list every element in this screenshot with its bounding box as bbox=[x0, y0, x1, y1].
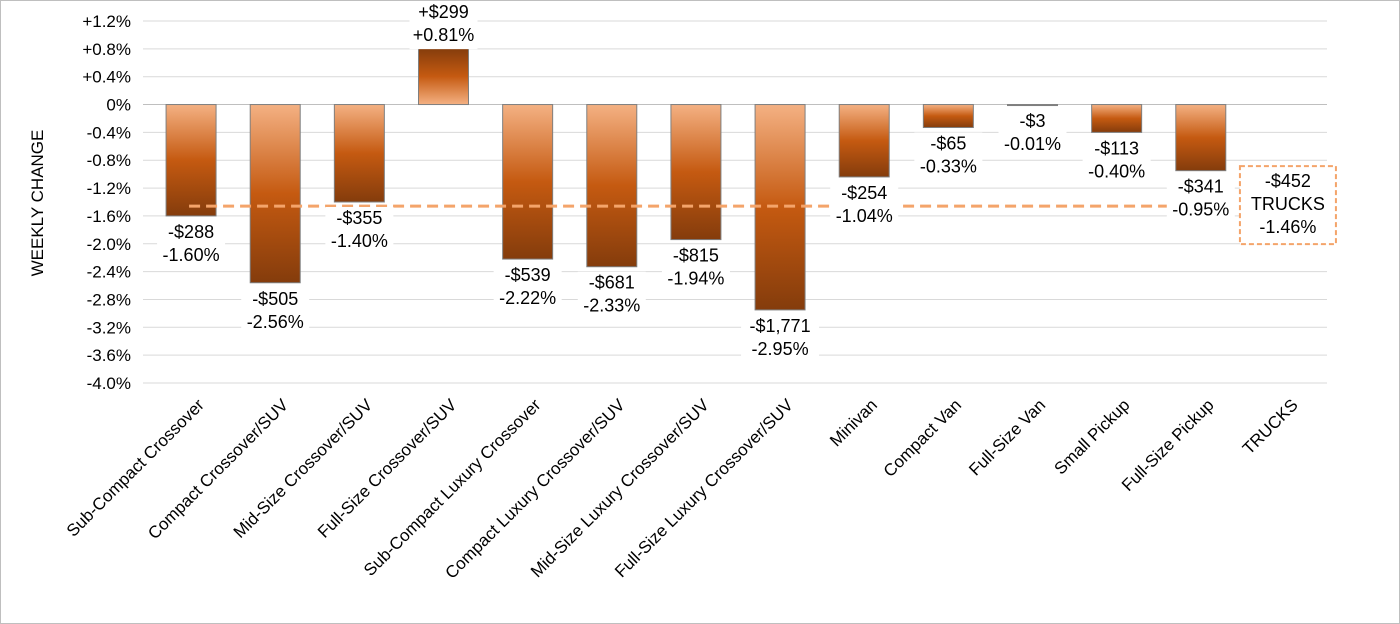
y-tick-label: +1.2% bbox=[82, 12, 131, 31]
data-label-dollar: -$288 bbox=[168, 222, 214, 242]
data-label-percent: -0.01% bbox=[1004, 134, 1061, 154]
gridlines bbox=[143, 20, 1327, 384]
data-label-percent: -0.40% bbox=[1088, 161, 1145, 181]
data-label-percent: -2.56% bbox=[247, 312, 304, 332]
x-category-label: Full-Size Crossover/SUV bbox=[314, 395, 461, 542]
y-tick-label: 0% bbox=[106, 96, 131, 115]
data-label-dollar: -$65 bbox=[930, 134, 966, 154]
y-tick-label: -3.2% bbox=[87, 318, 131, 337]
data-label-background bbox=[577, 271, 646, 320]
y-tick-label: -0.8% bbox=[87, 151, 131, 170]
y-axis-ticks: +1.2% +0.8% +0.4% 0% -0.4% -0.8% -1.2% -1.6% -2.… bbox=[82, 12, 131, 393]
y-tick-label: -1.2% bbox=[87, 179, 131, 198]
bars bbox=[165, 47, 1227, 311]
data-label-background bbox=[325, 207, 394, 255]
average-label: -$452 bbox=[1265, 171, 1311, 191]
data-label-background bbox=[830, 181, 899, 230]
data-label-percent: -2.95% bbox=[752, 339, 809, 359]
x-category-label: Mid-Size Luxury Crossover/SUV bbox=[527, 395, 713, 581]
bar bbox=[333, 104, 385, 203]
data-label-percent: -0.95% bbox=[1172, 200, 1229, 220]
y-tick-label: -1.6% bbox=[87, 207, 131, 226]
bar bbox=[1007, 104, 1058, 107]
data-label-background bbox=[914, 132, 983, 181]
bar bbox=[1175, 104, 1227, 172]
data-label-dollar: -$539 bbox=[505, 265, 551, 285]
data-label-dollar: -$254 bbox=[841, 183, 887, 203]
data-label-background bbox=[409, 1, 478, 50]
data-label-dollar: -$3 bbox=[1019, 111, 1045, 131]
data-label-dollar: -$113 bbox=[1094, 138, 1139, 158]
bar bbox=[418, 47, 469, 106]
data-label-background bbox=[661, 244, 730, 293]
x-category-label: TRUCKS bbox=[1239, 395, 1302, 458]
bar bbox=[502, 104, 554, 260]
data-label-percent: -1.40% bbox=[331, 231, 388, 251]
average-label: -1.46% bbox=[1259, 217, 1316, 237]
data-label-percent: -1.60% bbox=[163, 245, 220, 265]
y-tick-label: -3.6% bbox=[87, 346, 131, 365]
data-label-percent: -2.22% bbox=[499, 288, 556, 308]
y-tick-label: +0.8% bbox=[82, 40, 131, 59]
bar bbox=[754, 104, 806, 311]
x-category-label: Compact Van bbox=[880, 395, 965, 480]
x-category-label: Small Pickup bbox=[1051, 395, 1134, 478]
data-label-background bbox=[741, 314, 820, 363]
data-label-background bbox=[998, 110, 1067, 159]
y-tick-label: -2.8% bbox=[87, 290, 131, 309]
data-label-dollar: -$341 bbox=[1178, 177, 1224, 197]
x-category-label: Full-Size Pickup bbox=[1118, 395, 1218, 495]
data-label-dollar: +$299 bbox=[418, 2, 469, 22]
y-tick-label: -2.0% bbox=[87, 235, 131, 254]
data-label-dollar: -$681 bbox=[589, 273, 635, 293]
x-category-label: Sub-Compact Crossover bbox=[63, 395, 208, 540]
y-axis-title: WEEKLY CHANGE bbox=[28, 130, 47, 277]
bar bbox=[165, 104, 217, 217]
bar bbox=[249, 104, 301, 284]
data-label-percent: +0.81% bbox=[413, 25, 475, 45]
data-label-dollar: -$1,771 bbox=[750, 316, 811, 336]
data-label-dollar: -$815 bbox=[673, 246, 719, 266]
data-label-percent: -2.33% bbox=[583, 296, 640, 316]
data-label-background bbox=[157, 220, 226, 269]
data-label-dollar: -$355 bbox=[336, 208, 382, 228]
y-tick-label: -4.0% bbox=[87, 374, 131, 393]
bar bbox=[922, 104, 974, 129]
data-labels: -$288 -1.60% -$505 -2.56% -$355 -1.40% +$299 +0… bbox=[157, 1, 1235, 363]
average-label: TRUCKS bbox=[1251, 194, 1325, 214]
average-callout-box bbox=[1238, 165, 1337, 246]
bar bbox=[670, 104, 722, 241]
data-label-percent: -1.04% bbox=[836, 206, 893, 226]
data-label-background bbox=[1166, 175, 1235, 224]
bar bbox=[1091, 104, 1143, 133]
data-label-percent: -1.94% bbox=[667, 269, 724, 289]
x-category-label: Minivan bbox=[826, 395, 881, 450]
x-category-label: Sub-Compact Luxury Crossover bbox=[360, 395, 545, 580]
y-tick-label: -2.4% bbox=[87, 263, 131, 282]
x-category-label: Compact Luxury Crossover/SUV bbox=[441, 395, 629, 583]
x-category-label: Full-Size Luxury Crossover/SUV bbox=[611, 395, 797, 581]
average-line-group: -$452 TRUCKS -1.46% bbox=[189, 165, 1337, 246]
x-category-label: Mid-Size Crossover/SUV bbox=[230, 395, 377, 542]
data-label-background bbox=[1082, 137, 1151, 186]
y-tick-label: +0.4% bbox=[82, 68, 131, 87]
data-label-dollar: -$505 bbox=[252, 289, 298, 309]
data-label-background bbox=[493, 264, 562, 313]
x-category-label: Full-Size Van bbox=[965, 395, 1049, 479]
y-tick-label: -0.4% bbox=[87, 123, 131, 142]
data-label-percent: -0.33% bbox=[920, 157, 977, 177]
bar bbox=[586, 104, 638, 268]
data-label-background bbox=[241, 287, 310, 336]
bar bbox=[838, 104, 890, 178]
x-category-label: Compact Crossover/SUV bbox=[144, 395, 292, 543]
